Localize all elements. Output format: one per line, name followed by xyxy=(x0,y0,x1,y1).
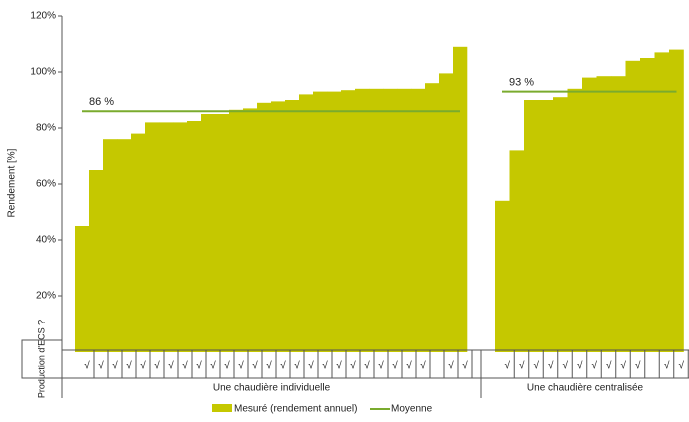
check: √ xyxy=(126,360,132,372)
check: √ xyxy=(592,360,598,372)
check: √ xyxy=(266,360,272,372)
bar xyxy=(669,49,684,352)
mean-label: 93 % xyxy=(509,77,534,89)
bar xyxy=(187,121,202,352)
check: √ xyxy=(182,360,188,372)
check: √ xyxy=(378,360,384,372)
check: √ xyxy=(98,360,104,372)
bar xyxy=(553,97,568,352)
bar xyxy=(355,88,370,353)
bar xyxy=(103,139,118,352)
check: √ xyxy=(84,360,90,372)
check: √ xyxy=(252,360,258,372)
bar xyxy=(369,88,384,353)
check: √ xyxy=(112,360,118,372)
bar xyxy=(159,122,174,353)
check: √ xyxy=(679,360,685,372)
bar xyxy=(567,88,583,353)
check: √ xyxy=(280,360,286,372)
bar xyxy=(383,88,398,353)
bar xyxy=(582,77,597,352)
check: √ xyxy=(420,360,426,372)
bar xyxy=(75,226,90,352)
y-axis-label: Rendement [%] xyxy=(7,148,18,217)
bar xyxy=(131,133,146,352)
bar xyxy=(145,122,160,353)
bar xyxy=(229,109,244,352)
bar xyxy=(596,76,612,352)
y-tick-label: 100% xyxy=(30,67,56,78)
check: √ xyxy=(563,360,569,372)
bar xyxy=(509,150,525,352)
bar xyxy=(453,46,468,353)
check: √ xyxy=(606,360,612,372)
check: √ xyxy=(448,360,454,372)
bar xyxy=(538,100,554,352)
check: √ xyxy=(322,360,328,372)
y-tick-label: 60% xyxy=(36,179,56,190)
bar xyxy=(271,101,286,353)
check: √ xyxy=(308,360,314,372)
check: √ xyxy=(336,360,342,372)
check: √ xyxy=(577,360,583,372)
check: √ xyxy=(635,360,641,372)
check: √ xyxy=(519,360,525,372)
check: √ xyxy=(534,360,540,372)
check: √ xyxy=(505,360,511,372)
check: √ xyxy=(238,360,244,372)
check: √ xyxy=(154,360,160,372)
bar xyxy=(117,139,132,352)
bar xyxy=(495,200,510,352)
check: √ xyxy=(196,360,202,372)
y-tick-label: 20% xyxy=(36,291,56,302)
bar xyxy=(313,91,328,352)
check: √ xyxy=(168,360,174,372)
bar xyxy=(439,73,454,353)
bar xyxy=(611,76,626,352)
mean-label: 86 % xyxy=(89,96,114,108)
check: √ xyxy=(621,360,627,372)
legend-label: Mesuré (rendement annuel) xyxy=(234,404,357,415)
bar xyxy=(299,94,314,353)
bar xyxy=(411,88,426,353)
group-label: Une chaudière centralisée xyxy=(527,383,644,394)
bar xyxy=(625,60,641,353)
y-tick-label: 80% xyxy=(36,123,56,134)
legend-label: Moyenne xyxy=(391,404,433,415)
check: √ xyxy=(140,360,146,372)
check: √ xyxy=(210,360,216,372)
bar xyxy=(201,114,216,352)
group-label: Une chaudière individuelle xyxy=(213,383,331,394)
check: √ xyxy=(462,360,468,372)
bar xyxy=(341,90,356,352)
legend-swatch xyxy=(212,404,232,412)
bar xyxy=(640,58,655,352)
check: √ xyxy=(224,360,230,372)
bar xyxy=(215,114,230,352)
check: √ xyxy=(350,360,356,372)
bar xyxy=(397,88,412,353)
bar xyxy=(327,91,342,352)
y-tick-label: 120% xyxy=(30,11,56,22)
bar xyxy=(89,170,104,352)
bar xyxy=(173,122,188,353)
bar xyxy=(654,52,670,353)
bar xyxy=(524,100,539,352)
row-label: Production d'ECS ? xyxy=(36,320,46,398)
bar xyxy=(257,102,272,352)
check: √ xyxy=(406,360,412,372)
check: √ xyxy=(664,360,670,372)
bar xyxy=(243,108,258,353)
bar xyxy=(425,83,440,352)
check: √ xyxy=(392,360,398,372)
y-tick-label: 40% xyxy=(36,235,56,246)
check: √ xyxy=(294,360,300,372)
check: √ xyxy=(548,360,554,372)
check: √ xyxy=(364,360,370,372)
bar xyxy=(285,100,300,352)
